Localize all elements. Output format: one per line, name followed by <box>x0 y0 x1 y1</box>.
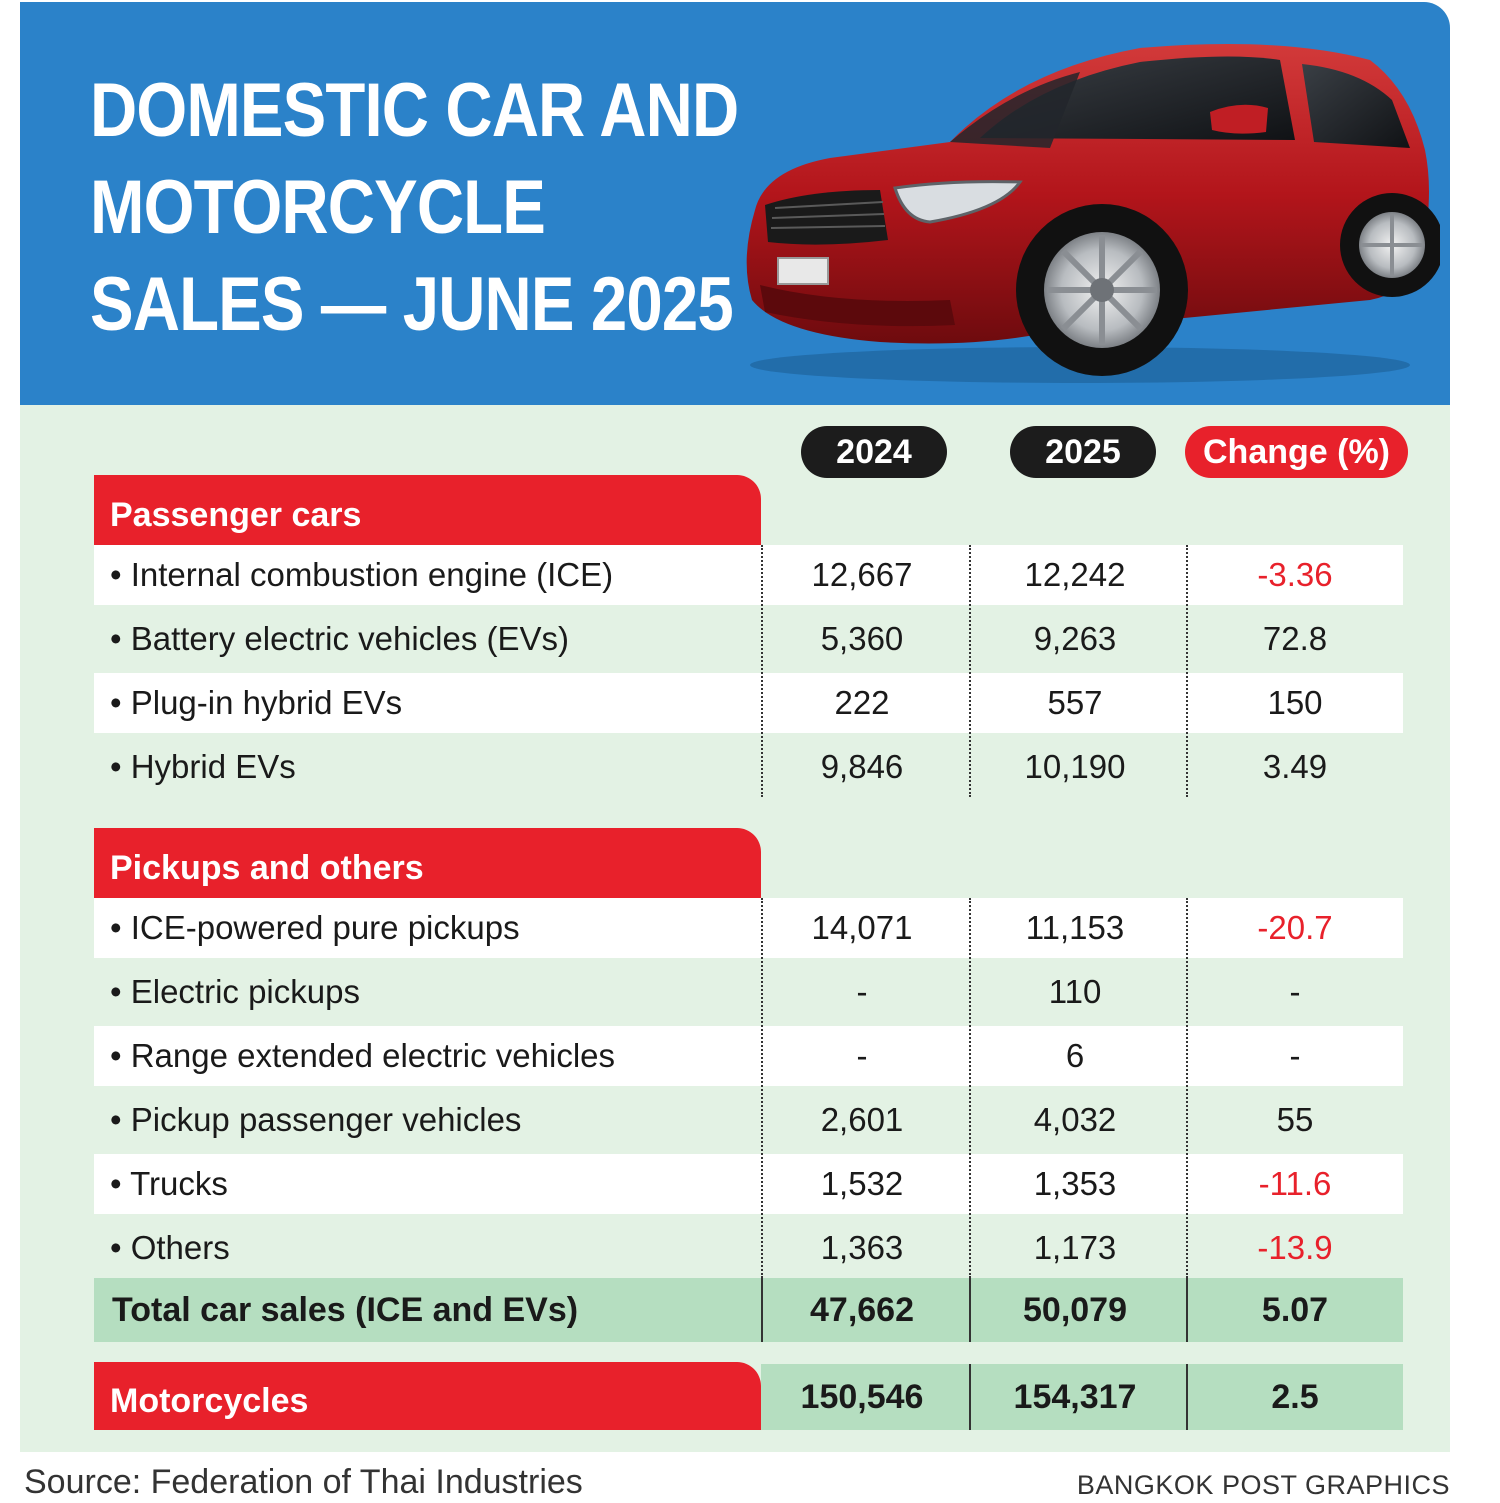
table-row: • Hybrid EVs 9,846 10,190 3.49 <box>94 737 1403 797</box>
value-change: 3.49 <box>1262 748 1328 785</box>
value-change: -20.7 <box>1257 909 1333 946</box>
table-row: • Battery electric vehicles (EVs) 5,360 … <box>94 609 1403 669</box>
section-header-pickups-and-others: Pickups and others <box>94 828 761 898</box>
motorcycles-2024: 150,546 <box>800 1378 924 1416</box>
column-divider <box>969 898 971 1278</box>
column-header-2024: 2024 <box>801 426 947 478</box>
column-divider <box>969 1364 971 1430</box>
column-divider <box>1186 1278 1188 1342</box>
car-rear-wheel <box>1340 193 1440 297</box>
value-2025: 1,173 <box>1033 1229 1117 1266</box>
row-label: • Others <box>110 1229 230 1266</box>
total-change: 5.07 <box>1261 1291 1329 1329</box>
motorcycles-row: 150,546 154,317 2.5 <box>761 1364 1403 1430</box>
row-label: • Range extended electric vehicles <box>110 1037 616 1074</box>
title-line-1: DOMESTIC CAR AND <box>90 68 739 153</box>
row-label: • Electric pickups <box>110 973 360 1010</box>
value-2024: 222 <box>834 684 890 721</box>
column-divider <box>969 1278 971 1342</box>
value-2025: 9,263 <box>1033 620 1117 657</box>
value-change: - <box>1289 973 1301 1010</box>
value-change: 150 <box>1267 684 1323 721</box>
value-2025: 557 <box>1047 684 1103 721</box>
value-2025: 1,353 <box>1033 1165 1117 1202</box>
column-divider <box>761 545 763 797</box>
total-row: Total car sales (ICE and EVs) 47,662 50,… <box>94 1278 1403 1342</box>
value-2024: 14,071 <box>811 909 913 946</box>
motorcycles-label: Motorcycles <box>94 1362 761 1430</box>
column-header-change: Change (%) <box>1185 426 1408 478</box>
value-2024: 5,360 <box>820 620 904 657</box>
value-change: 72.8 <box>1262 620 1328 657</box>
column-divider <box>761 898 763 1278</box>
red-car-illustration <box>746 44 1440 383</box>
table-row: • Range extended electric vehicles - 6 - <box>94 1026 1403 1086</box>
column-divider <box>1186 898 1188 1278</box>
value-change: 55 <box>1276 1101 1314 1138</box>
header-banner: DOMESTIC CAR AND MOTORCYCLE SALES — JUNE… <box>20 2 1450 405</box>
value-2025: 6 <box>1065 1037 1085 1074</box>
car-rear-window <box>1302 64 1410 148</box>
table-row: • Plug-in hybrid EVs 222 557 150 <box>94 673 1403 733</box>
car-headlight <box>893 180 1023 224</box>
value-2025: 4,032 <box>1033 1101 1117 1138</box>
title-line-2: MOTORCYCLE <box>90 165 546 250</box>
section-header-passenger-cars: Passenger cars <box>94 475 761 545</box>
value-change: -13.9 <box>1257 1229 1333 1266</box>
value-2024: - <box>856 1037 868 1074</box>
table-row: • Internal combustion engine (ICE) 12,66… <box>94 545 1403 605</box>
graphics-credit: BANGKOK POST GRAPHICS <box>1076 1470 1450 1500</box>
total-2025: 50,079 <box>1023 1291 1127 1329</box>
table-row: • Trucks 1,532 1,353 -11.6 <box>94 1154 1403 1214</box>
column-divider <box>1186 545 1188 797</box>
car-front-wheel <box>1016 204 1188 376</box>
value-2025: 110 <box>1048 973 1102 1010</box>
value-2025: 11,153 <box>1025 909 1125 946</box>
infographic-card: DOMESTIC CAR AND MOTORCYCLE SALES — JUNE… <box>20 2 1450 1452</box>
value-2024: 1,532 <box>820 1165 904 1202</box>
value-2024: 1,363 <box>820 1229 904 1266</box>
motorcycles-change: 2.5 <box>1271 1378 1319 1416</box>
row-label: • Trucks <box>110 1165 228 1202</box>
source-note: Source: Federation of Thai Industries <box>24 1463 583 1501</box>
car-license-plate <box>777 257 829 285</box>
column-divider <box>969 545 971 797</box>
row-label: • Battery electric vehicles (EVs) <box>110 620 570 657</box>
value-2024: 9,846 <box>820 748 904 785</box>
row-label: • Plug-in hybrid EVs <box>110 684 403 721</box>
row-label: • Pickup passenger vehicles <box>110 1101 522 1138</box>
total-2024: 47,662 <box>810 1291 914 1329</box>
value-change: -11.6 <box>1258 1165 1332 1202</box>
total-label: Total car sales (ICE and EVs) <box>112 1291 579 1329</box>
title-line-3: SALES — JUNE 2025 <box>90 262 734 347</box>
car-front-bumper <box>760 285 955 327</box>
car-windshield <box>950 72 1080 148</box>
column-header-2025: 2025 <box>1010 426 1156 478</box>
table-row: • Others 1,363 1,173 -13.9 <box>94 1218 1403 1278</box>
infographic-title: DOMESTIC CAR AND MOTORCYCLE SALES — JUNE… <box>90 62 739 353</box>
car-side-mirror <box>1210 104 1268 134</box>
row-label: • Internal combustion engine (ICE) <box>110 556 614 593</box>
value-2025: 10,190 <box>1024 748 1126 785</box>
value-2024: - <box>856 973 868 1010</box>
table-row: • Electric pickups - 110 - <box>94 962 1403 1022</box>
table-row: • ICE-powered pure pickups 14,071 11,153… <box>94 898 1403 958</box>
value-change: - <box>1289 1037 1301 1074</box>
row-label: • ICE-powered pure pickups <box>110 909 520 946</box>
motorcycles-2025: 154,317 <box>1013 1378 1137 1416</box>
table-row: • Pickup passenger vehicles 2,601 4,032 … <box>94 1090 1403 1150</box>
value-change: -3.36 <box>1257 556 1333 593</box>
value-2024: 2,601 <box>820 1101 904 1138</box>
value-2024: 12,667 <box>811 556 913 593</box>
value-2025: 12,242 <box>1024 556 1126 593</box>
column-divider <box>761 1278 763 1342</box>
row-label: • Hybrid EVs <box>110 748 296 785</box>
column-divider <box>1186 1364 1188 1430</box>
